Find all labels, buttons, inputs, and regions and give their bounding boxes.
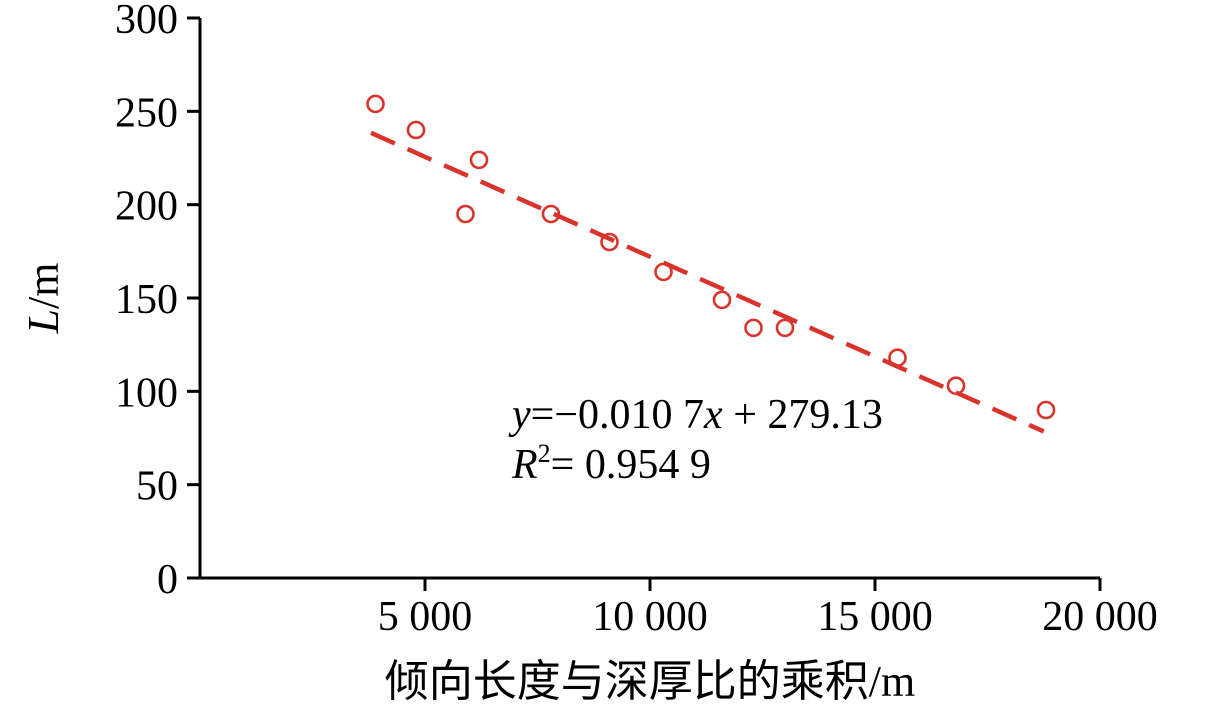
data-point [456, 204, 475, 224]
x-axis-label: 倾向长度与深厚比的乘积/m [385, 657, 915, 706]
x-tick-label: 20 000 [1042, 594, 1158, 640]
data-point [469, 150, 489, 170]
y-tick-label: 0 [157, 557, 178, 603]
data-point [406, 120, 426, 140]
x-tick-label: 15 000 [817, 594, 933, 640]
r-squared-label: R2= 0.954 9 [511, 439, 711, 488]
y-axis-label: L/m [19, 263, 68, 335]
y-tick-label: 200 [115, 184, 178, 230]
y-tick-label: 50 [136, 464, 178, 510]
y-tick-label: 250 [115, 90, 178, 136]
equation-label: y=−0.010 7x + 279.13 [508, 392, 883, 438]
y-tick-label: 300 [115, 0, 178, 43]
data-point [1036, 400, 1056, 420]
axes-spines [198, 18, 1100, 580]
trend-line [370, 130, 1045, 434]
data-point [541, 204, 561, 224]
y-tick-label: 100 [115, 370, 178, 416]
data-point [946, 376, 966, 396]
data-point [744, 318, 763, 338]
data-point [366, 94, 385, 114]
data-point [888, 348, 907, 368]
y-tick-label: 150 [115, 277, 178, 323]
data-point [775, 318, 795, 338]
data-point [600, 232, 619, 252]
data-point [654, 262, 673, 282]
x-tick-label: 5 000 [378, 594, 473, 640]
data-point [712, 290, 732, 310]
x-tick-label: 10 000 [592, 594, 708, 640]
